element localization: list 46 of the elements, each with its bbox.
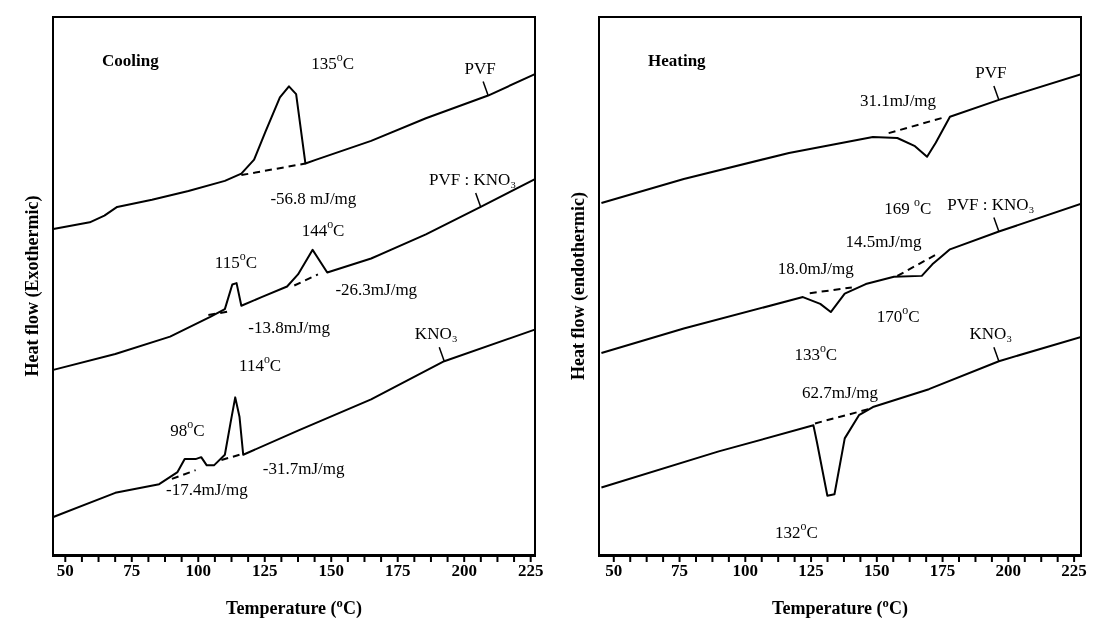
annotation: -17.4mJ/mg — [166, 480, 249, 500]
text: 135$^{o}$C — [311, 49, 355, 73]
annotation: 98$^{o}$C — [170, 416, 205, 440]
annotation: -13.8mJ/mg — [248, 318, 331, 338]
x-tick-label: 100 — [185, 561, 212, 581]
x-tick-label: 50 — [605, 561, 623, 581]
annotation: 115$^{o}$C — [214, 249, 258, 273]
chart-title: Heating — [648, 51, 707, 70]
annotation: 31.1mJ/mg — [860, 91, 937, 111]
x-tick-label: 150 — [318, 561, 344, 581]
x-axis-title: Temperature ($^{o}$C) — [772, 596, 908, 619]
series-label: PVF : KNO₃ — [429, 169, 517, 189]
annotation: 62.7mJ/mg — [801, 382, 879, 402]
x-tick-label: 200 — [995, 561, 1022, 581]
x-tick-label: 225 — [1061, 561, 1087, 581]
annotation: -26.3mJ/mg — [335, 280, 418, 300]
series-label: PVF — [464, 58, 496, 78]
annotation: -56.8 mJ/mg — [270, 188, 357, 208]
x-tick-label: 50 — [56, 561, 74, 581]
annotation: 144$^{o}$C — [301, 216, 345, 240]
x-tick-label: 75 — [671, 561, 689, 581]
series-label: PVF — [975, 62, 1007, 82]
annotation: -31.7mJ/mg — [262, 458, 346, 478]
x-axis-title: Temperature ($^{o}$C) — [226, 596, 362, 619]
annotation: 14.5mJ/mg — [845, 231, 923, 251]
x-tick-label: 150 — [864, 561, 890, 581]
series-label: PVF : KNO₃ — [947, 194, 1035, 214]
annotation: 114$^{o}$C — [239, 351, 282, 375]
series-label: KNO₃ — [414, 324, 458, 344]
x-tick-label: 125 — [798, 561, 824, 581]
x-tick-label: 200 — [451, 561, 477, 581]
series-label: KNO₃ — [969, 324, 1013, 344]
annotation: 132$^{o}$C — [775, 519, 818, 543]
x-tick-label: 125 — [252, 561, 278, 581]
x-tick-label: 175 — [384, 561, 411, 581]
y-axis-title: Heat flow (Exothermic) — [22, 195, 43, 377]
y-axis-title: Heat flow (endothermic) — [568, 192, 589, 380]
chart-title: Cooling — [102, 51, 160, 70]
annotation: 169 $^{o}$C — [884, 195, 932, 219]
x-tick-label: 75 — [123, 561, 141, 581]
x-tick-label: 100 — [732, 561, 759, 581]
annotation: 133$^{o}$C — [794, 340, 838, 365]
x-tick-label: 175 — [929, 561, 956, 581]
annotation: 170$^{o}$C — [876, 303, 920, 327]
annotation: 18.0mJ/mg — [777, 258, 855, 278]
x-tick-label: 225 — [517, 561, 544, 581]
